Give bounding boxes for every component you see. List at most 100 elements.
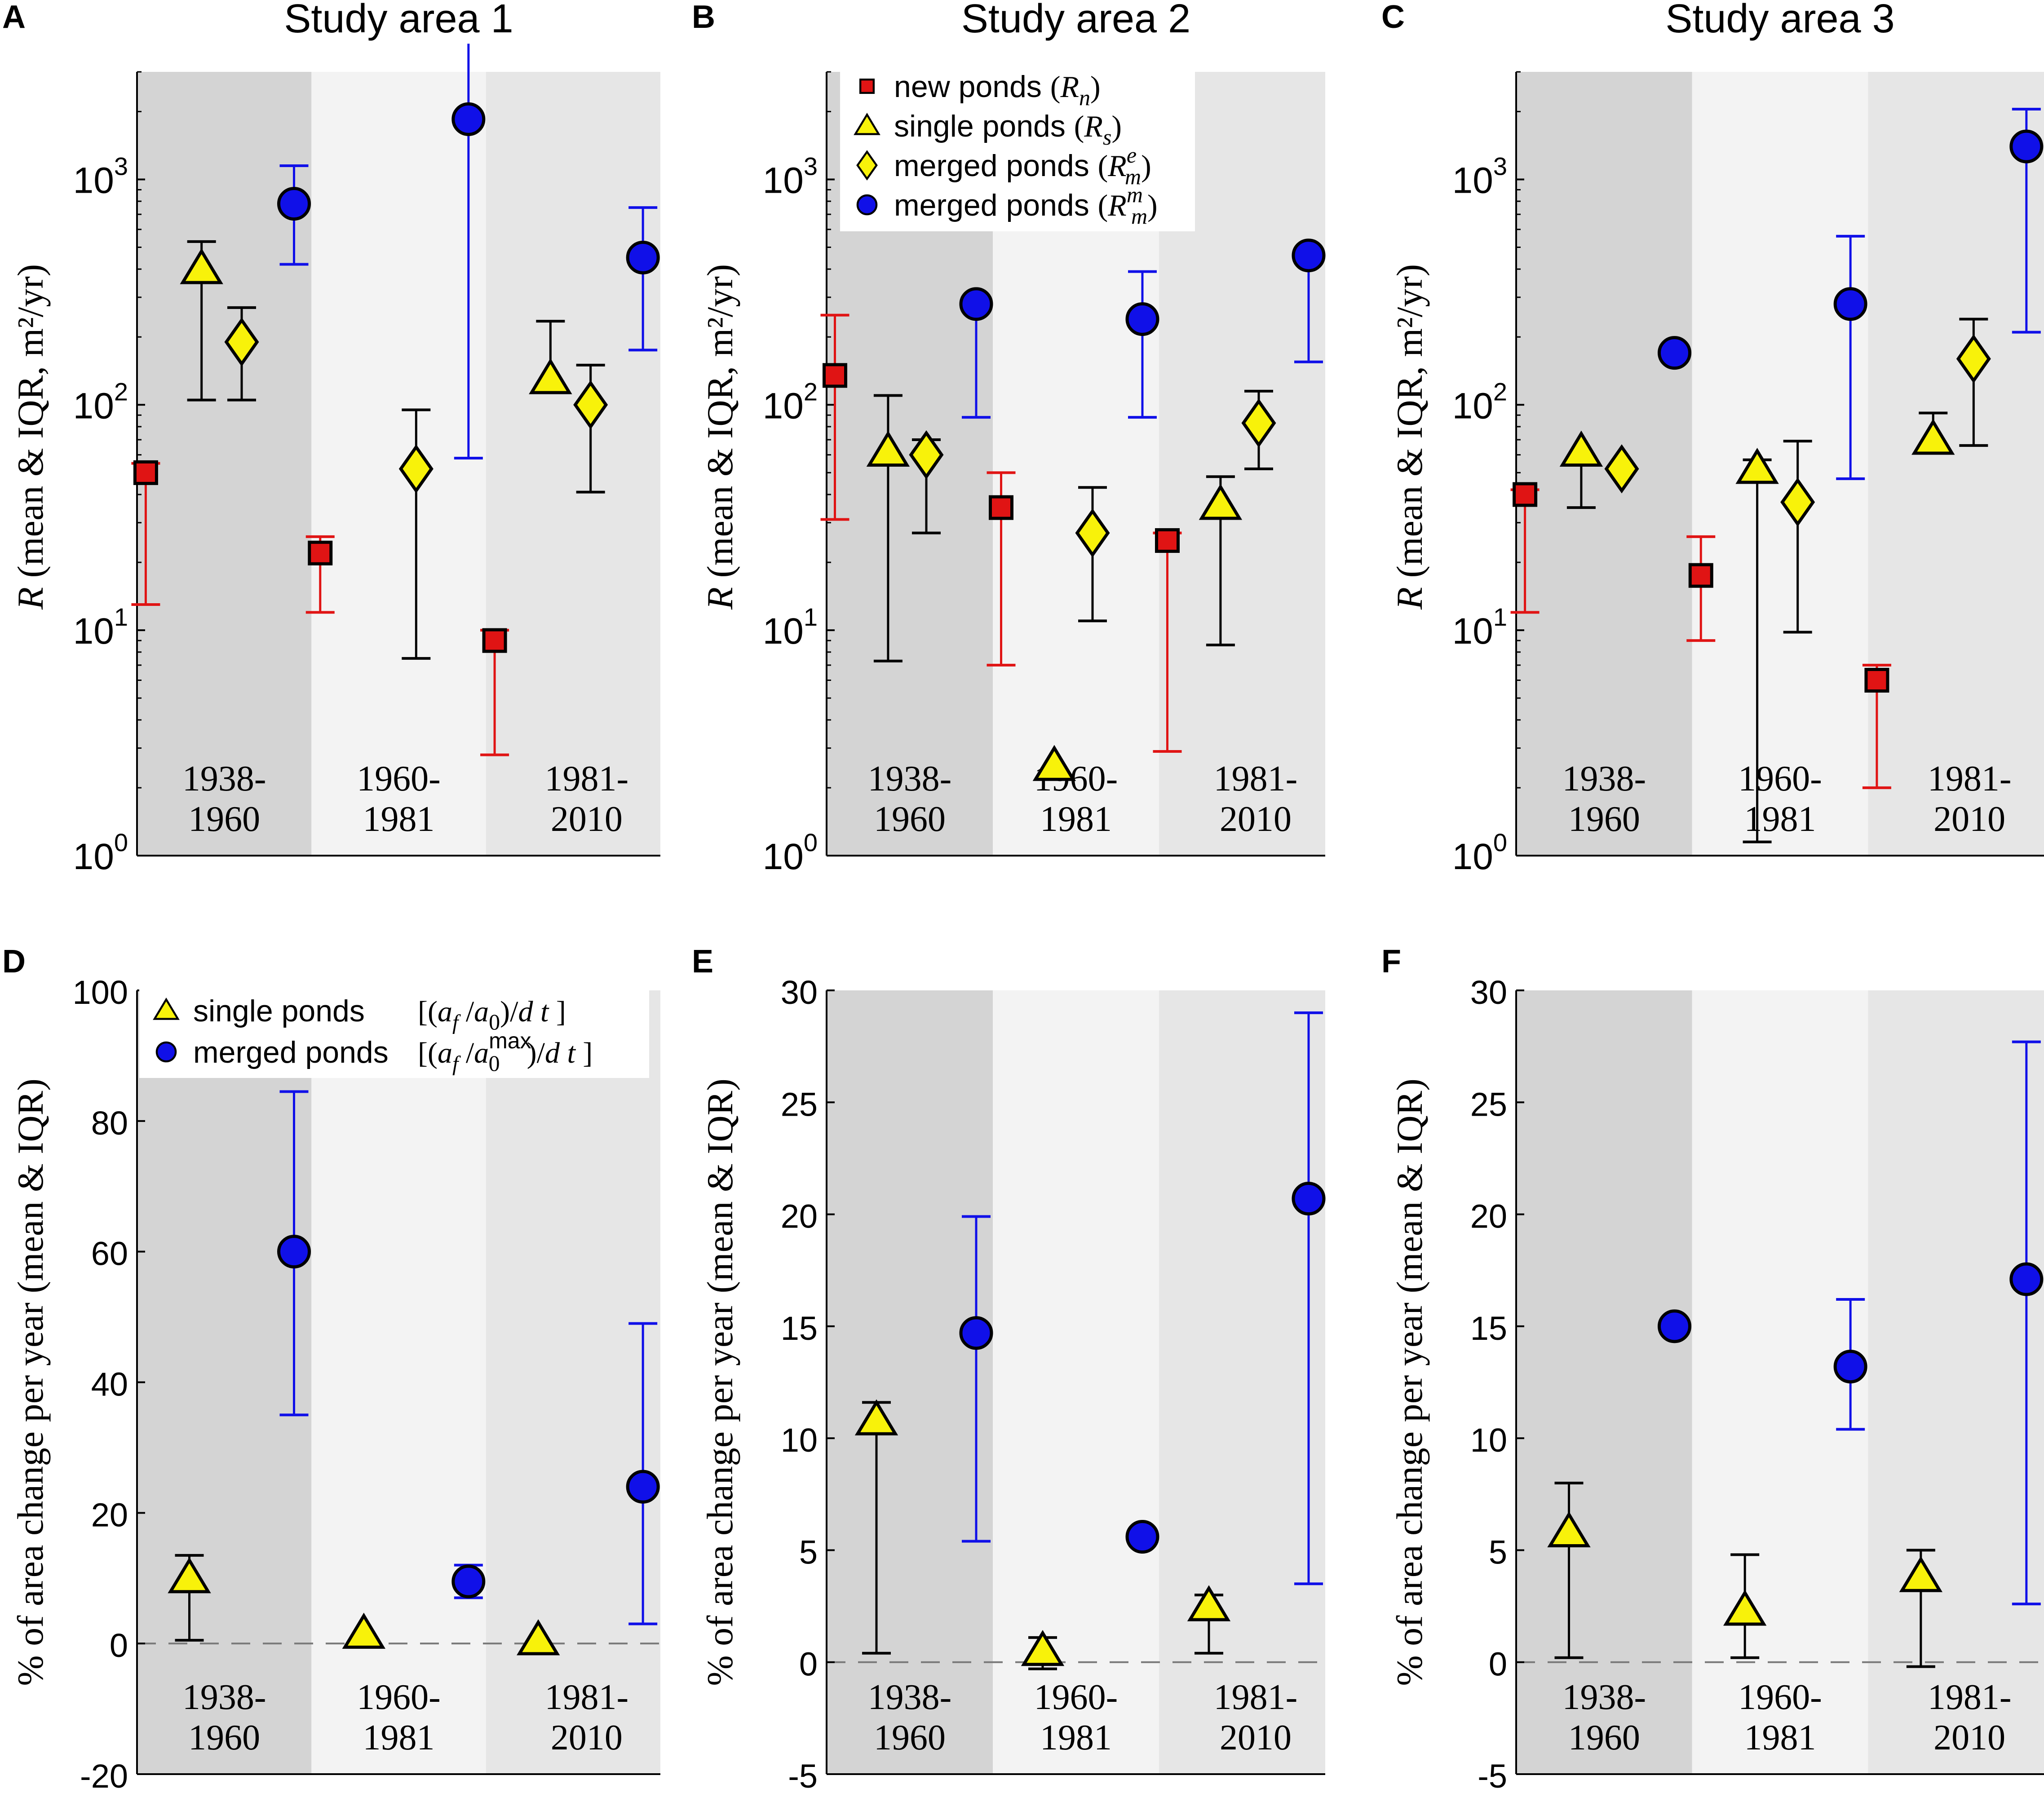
series-new-ponds xyxy=(131,460,509,756)
y-tick-base: 10 xyxy=(1452,836,1493,877)
y-tick-exponent: 1 xyxy=(1493,603,1507,631)
y-tick-label: 20 xyxy=(781,1198,818,1235)
y-axis-label-text: % of area change per year (mean & IQR) xyxy=(10,1078,51,1686)
period-label-line2: 1960 xyxy=(874,1718,946,1758)
y-tick-base: 10 xyxy=(1452,385,1493,426)
period-label-line1: 1938- xyxy=(182,759,266,799)
data-point-square xyxy=(823,363,847,388)
legend-marker-group xyxy=(854,112,880,135)
legend-formula: [(af /a0)/d t ] xyxy=(418,995,566,1034)
formula-part: 0 xyxy=(489,1051,500,1076)
legend-paren: ) xyxy=(1111,109,1122,143)
legend-marker-group xyxy=(856,150,878,181)
data-point-diamond xyxy=(398,444,434,494)
data-point-diamond xyxy=(909,430,944,480)
legend-symbol: R xyxy=(1107,149,1127,183)
period-label-line1: 1981- xyxy=(1928,759,2012,799)
y-axis-label: % of area change per year (mean & IQR) xyxy=(699,1078,740,1686)
period-label-line1: 1960- xyxy=(357,1678,441,1717)
legend-paren: ) xyxy=(1147,188,1158,222)
data-point-circle xyxy=(1833,1350,1867,1384)
period-band-2 xyxy=(311,990,486,1774)
y-tick-base: 10 xyxy=(763,160,804,201)
legend-label: new ponds (Rn) xyxy=(894,70,1101,110)
y-tick-base: 10 xyxy=(763,836,804,877)
y-tick-label: 0 xyxy=(1489,1646,1507,1683)
y-tick-label: -20 xyxy=(80,1758,128,1793)
period-band-2 xyxy=(1692,72,1868,856)
data-point-square xyxy=(989,495,1013,520)
legend-label-text: single ponds xyxy=(894,109,1074,143)
formula-part: ] xyxy=(549,995,566,1028)
series-merged-ponds xyxy=(1658,1040,2044,1606)
panel-title: Study area 1 xyxy=(284,0,513,41)
period-label-line2: 2010 xyxy=(551,1718,623,1758)
period-label-line2: 1960 xyxy=(188,1718,260,1758)
y-tick-label: 101 xyxy=(763,603,818,652)
y-tick-exponent: 2 xyxy=(114,377,128,406)
formula-part: / xyxy=(458,1037,474,1069)
period-label-line1: 1938- xyxy=(182,1678,266,1717)
y-tick-base: 10 xyxy=(73,160,114,201)
data-point-triangle xyxy=(1021,1630,1065,1666)
period-label-line2: 2010 xyxy=(1933,799,2005,839)
data-point-circle xyxy=(626,240,660,274)
y-tick-base: 10 xyxy=(73,611,114,652)
y-tick-label: 101 xyxy=(73,603,128,652)
legend-label: single ponds (Rs) xyxy=(894,109,1122,150)
period-label-line2: 1960 xyxy=(874,799,946,839)
formula-part: a xyxy=(474,995,489,1028)
formula-part: max xyxy=(489,1028,531,1053)
formula-part: a xyxy=(438,1037,452,1069)
period-label-line2: 1981 xyxy=(363,799,435,839)
y-tick-label: 80 xyxy=(91,1104,128,1142)
series-merged-ponds-m- xyxy=(277,44,660,460)
y-tick-exponent: 0 xyxy=(804,828,818,857)
legend-paren: ( xyxy=(1050,70,1061,104)
y-tick-label: 20 xyxy=(91,1496,128,1533)
period-label-line2: 1981 xyxy=(363,1718,435,1758)
period-band-1 xyxy=(1516,72,1692,856)
formula-part: / xyxy=(458,995,474,1028)
series-new-ponds xyxy=(1510,482,1891,789)
y-tick-label: 15 xyxy=(1470,1310,1507,1347)
legend-symbol: R xyxy=(1060,70,1079,104)
formula-part: )/ xyxy=(500,995,518,1028)
legend-sub: m xyxy=(1131,203,1147,229)
y-tick-base: 10 xyxy=(763,385,804,426)
data-point-square xyxy=(1688,563,1713,588)
panel-title: Study area 2 xyxy=(961,0,1190,41)
panel-letter: C xyxy=(1381,0,1405,35)
panel-letter: B xyxy=(692,0,715,35)
period-label-line2: 1960 xyxy=(1568,1718,1640,1758)
series-merged-ponds-m- xyxy=(959,238,1326,419)
data-point-circle xyxy=(277,187,311,221)
y-tick-base: 10 xyxy=(1452,160,1493,201)
legend-symbol: R xyxy=(1107,188,1127,222)
data-point-square xyxy=(308,540,333,565)
y-tick-label: 100 xyxy=(1452,828,1507,877)
y-axis-label: R (mean & IQR, m²/yr) xyxy=(1389,264,1430,610)
series-merged-ponds-e- xyxy=(224,306,608,660)
y-tick-label: 25 xyxy=(1470,1086,1507,1123)
legend-formula: [(af /amax 0)/d t ] xyxy=(418,1028,593,1076)
y-tick-label: 103 xyxy=(763,152,818,201)
legend-box xyxy=(139,986,649,1078)
data-point-triangle xyxy=(529,358,572,394)
data-point-circle xyxy=(277,1235,311,1269)
legend-label: merged ponds (Re m) xyxy=(894,142,1151,189)
period-band-2 xyxy=(993,990,1159,1774)
data-point-triangle xyxy=(168,1557,211,1594)
data-point-square xyxy=(1513,482,1538,507)
y-axis-label-text: % of area change per year (mean & IQR) xyxy=(699,1078,740,1686)
y-tick-label: 100 xyxy=(73,974,128,1011)
y-tick-exponent: 0 xyxy=(114,828,128,857)
data-point-circle xyxy=(1125,302,1159,336)
series-merged-ponds-e- xyxy=(909,389,1276,623)
y-tick-exponent: 1 xyxy=(804,603,818,631)
legend-box xyxy=(840,63,1195,231)
series-single-ponds xyxy=(168,1554,560,1656)
data-point-circle xyxy=(451,1564,486,1599)
period-band-3 xyxy=(1159,990,1325,1774)
